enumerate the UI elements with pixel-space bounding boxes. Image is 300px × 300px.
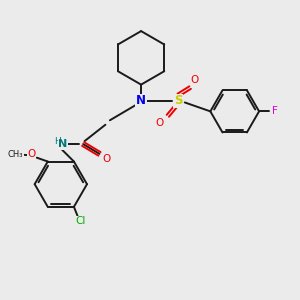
Text: O: O (28, 149, 36, 159)
Text: CH₃: CH₃ (8, 150, 23, 159)
Text: O: O (102, 154, 110, 164)
Text: O: O (156, 118, 164, 128)
Text: N: N (136, 94, 146, 107)
Text: H: H (55, 137, 61, 146)
Text: Cl: Cl (75, 216, 85, 226)
Text: F: F (272, 106, 278, 116)
Text: O: O (190, 75, 199, 85)
Text: N: N (58, 139, 68, 149)
Text: S: S (174, 94, 182, 107)
